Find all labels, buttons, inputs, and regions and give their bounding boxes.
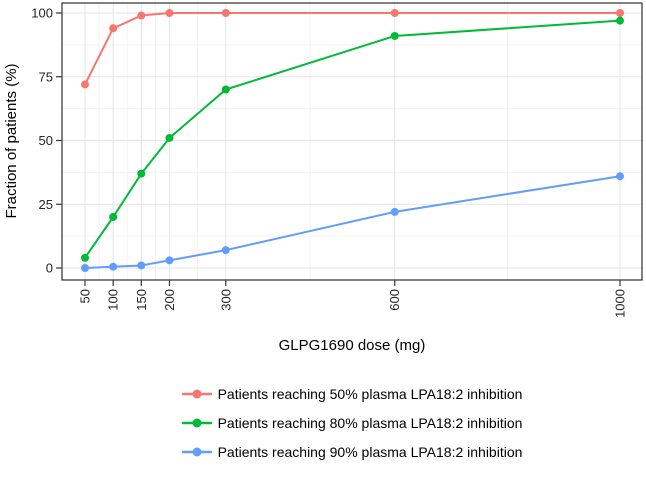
data-point (390, 9, 399, 17)
panel-border (61, 2, 643, 281)
legend-label: Patients reaching 80% plasma LPA18:2 inh… (217, 414, 523, 431)
data-point (165, 133, 174, 142)
legend-item: Patients reaching 80% plasma LPA18:2 inh… (181, 408, 523, 437)
x-tick-label: 300 (218, 289, 233, 311)
y-tick-label: 75 (39, 69, 53, 84)
data-point (221, 85, 230, 94)
x-tick-label: 600 (387, 289, 402, 311)
legend-item: Patients reaching 90% plasma LPA18:2 inh… (181, 437, 523, 466)
x-tick-label: 100 (106, 289, 121, 311)
grid-layer (61, 2, 643, 281)
data-point (165, 256, 174, 265)
chart-legend: Patients reaching 50% plasma LPA18:2 inh… (62, 379, 642, 466)
legend-dot (192, 418, 202, 427)
x-tick-label: 1000 (613, 289, 628, 318)
axis-layer: 50 100 150 200 300 600 1000 0 25 50 75 100 (31, 6, 627, 318)
data-point (81, 264, 89, 272)
chart-canvas: 50 100 150 200 300 600 1000 0 25 50 75 100 Fraction… (3, 2, 643, 354)
data-point (616, 172, 624, 181)
y-axis-title: Fraction of patients (%) (3, 63, 20, 218)
data-point (109, 213, 118, 221)
data-point (221, 9, 230, 17)
data-point (81, 253, 89, 262)
data-point (390, 31, 399, 40)
legend-label: Patients reaching 90% plasma LPA18:2 inh… (217, 443, 523, 460)
legend-dot (192, 447, 202, 456)
x-tick-label: 200 (162, 289, 177, 311)
y-tick-label: 0 (46, 261, 53, 276)
legend-column: Patients reaching 50% plasma LPA18:2 inh… (181, 379, 523, 466)
legend-label: Patients reaching 50% plasma LPA18:2 inh… (217, 385, 523, 402)
data-point (137, 11, 146, 20)
data-point (81, 80, 89, 89)
x-tick-label: 150 (134, 289, 149, 311)
data-point (221, 246, 230, 255)
data-point (616, 9, 624, 17)
data-point (109, 262, 118, 271)
y-tick-label: 50 (39, 133, 53, 148)
legend-key-icon (181, 389, 212, 398)
data-point (616, 16, 624, 25)
data-point (109, 24, 118, 33)
legend-key-icon (181, 447, 212, 456)
legend-key-icon (181, 418, 212, 427)
legend-dot (192, 389, 202, 398)
data-point (137, 261, 146, 270)
legend-item: Patients reaching 50% plasma LPA18:2 inh… (181, 379, 523, 408)
x-axis-title: GLPG1690 dose (mg) (279, 337, 426, 354)
series-layer (81, 9, 624, 272)
y-tick-label: 100 (31, 6, 53, 21)
x-tick-label: 50 (78, 289, 93, 303)
data-point (165, 9, 174, 17)
data-point (390, 207, 399, 216)
series-line-2 (84, 175, 621, 269)
data-point (137, 169, 146, 178)
y-tick-label: 25 (39, 197, 53, 212)
